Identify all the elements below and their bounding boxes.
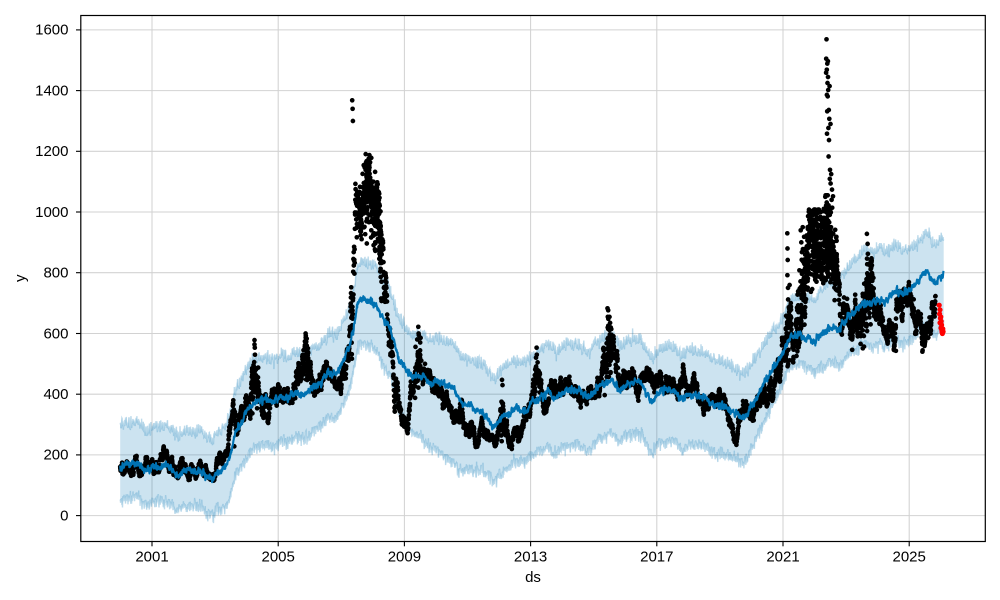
- svg-text:1200: 1200: [35, 143, 68, 160]
- svg-text:ds: ds: [525, 569, 541, 586]
- svg-text:400: 400: [43, 386, 68, 403]
- svg-text:200: 200: [43, 447, 68, 464]
- svg-text:2009: 2009: [388, 549, 421, 566]
- svg-text:y: y: [12, 274, 29, 282]
- svg-text:0: 0: [60, 507, 68, 524]
- svg-text:2025: 2025: [893, 549, 926, 566]
- svg-text:2017: 2017: [640, 549, 673, 566]
- svg-text:1000: 1000: [35, 204, 68, 221]
- svg-text:600: 600: [43, 325, 68, 342]
- svg-text:1600: 1600: [35, 22, 68, 39]
- svg-text:2013: 2013: [514, 549, 547, 566]
- svg-text:1400: 1400: [35, 82, 68, 99]
- svg-text:2001: 2001: [135, 549, 168, 566]
- svg-text:800: 800: [43, 265, 68, 282]
- svg-text:2005: 2005: [262, 549, 295, 566]
- svg-text:2021: 2021: [766, 549, 799, 566]
